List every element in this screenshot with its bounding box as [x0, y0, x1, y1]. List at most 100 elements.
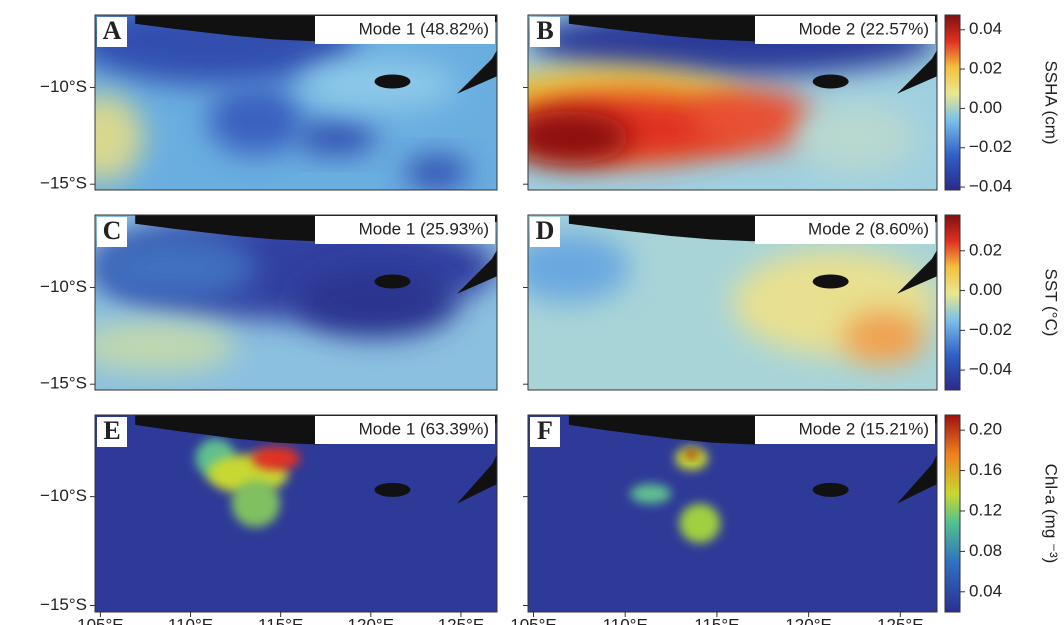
panel-letter: C [103, 216, 122, 245]
panel-title: Mode 1 (48.82%) [359, 19, 489, 38]
field-blob [251, 446, 301, 471]
frame [527, 14, 938, 191]
colorbar: 0.20 0.16 0.12 0.08 0.04 Chl-a (mg ⁻³) [944, 414, 1061, 613]
colorbar: 0.04 0.02 0.00 −0.02 −0.04 SSHA (cm) [944, 14, 1061, 196]
land [457, 250, 497, 294]
field [95, 415, 497, 612]
field-blob [793, 102, 917, 173]
lon-tick-label: 105°E [77, 615, 124, 625]
frame [527, 414, 938, 613]
colorbar-tick-label: −0.04 [969, 360, 1012, 379]
field-blob [296, 58, 457, 112]
panel-title: Mode 2 (8.60%) [808, 219, 929, 238]
field-blob [231, 480, 280, 528]
panel-letter: A [103, 16, 122, 45]
island [812, 74, 849, 89]
lon-tick-label: 125°E [877, 615, 924, 625]
lat-tick-label: −10°S [40, 486, 87, 505]
map-panel: A Mode 1 (48.82%) −10°S −15°S [40, 14, 498, 193]
lat-tick-label: −10°S [40, 277, 87, 296]
colorbar-label: Chl-a (mg ⁻³) [1042, 464, 1061, 564]
field-blob [691, 88, 815, 152]
letter-box [530, 17, 560, 47]
frame [94, 214, 498, 391]
colorbar-tick-label: 0.08 [969, 541, 1002, 560]
panel-letter: F [537, 416, 553, 445]
island [374, 482, 411, 497]
title-box [755, 216, 935, 244]
lon-tick-label: 120°E [785, 615, 832, 625]
panel-title: Mode 2 (15.21%) [799, 419, 929, 438]
map-panel: B Mode 2 (22.57%) [523, 14, 938, 191]
letter-box [530, 217, 560, 247]
colorbar-tick-label: 0.02 [969, 59, 1002, 78]
lat-tick-label: −10°S [40, 77, 87, 96]
frame [94, 14, 498, 191]
lon-tick-label: 115°E [694, 615, 739, 625]
field-background [528, 415, 937, 612]
land [457, 454, 497, 504]
field-blob [95, 232, 256, 303]
colorbar-tick-label: 0.00 [969, 98, 1002, 117]
field-background [95, 415, 497, 612]
panel-letter: E [103, 416, 120, 445]
colorbar-gradient [944, 214, 961, 391]
field-blob [95, 320, 236, 373]
colorbar-tick-label: 0.02 [969, 240, 1002, 259]
title-box [315, 216, 495, 244]
island [374, 74, 411, 89]
frame [527, 214, 938, 391]
colorbar: 0.02 0.00 −0.02 −0.04 SST (°C) [944, 214, 1061, 391]
colorbar-label: SST (°C) [1042, 269, 1061, 337]
panel-title: Mode 2 (22.57%) [799, 19, 929, 38]
colorbar-tick-label: 0.04 [969, 581, 1002, 600]
panel-title: Mode 1 (63.39%) [359, 419, 489, 438]
land [897, 250, 937, 294]
field-blob [207, 85, 305, 155]
field-blob [404, 155, 469, 190]
letter-box [97, 417, 127, 447]
island [374, 274, 411, 289]
title-box [755, 416, 935, 444]
colorbar-tick-label: 0.20 [969, 420, 1002, 439]
lon-tick-label: 125°E [438, 615, 485, 625]
colorbar-tick-label: −0.02 [969, 137, 1012, 156]
title-box [315, 16, 495, 44]
island [812, 274, 849, 289]
letter-box [97, 217, 127, 247]
map-panel: D Mode 2 (8.60%) [523, 214, 938, 391]
lat-tick-label: −15°S [40, 174, 87, 193]
field-blob [842, 311, 925, 364]
panel-title: Mode 1 (25.93%) [359, 219, 489, 238]
colorbar-gradient [944, 414, 961, 613]
field [528, 415, 937, 612]
title-box [755, 16, 935, 44]
colorbar-tick-label: −0.04 [969, 177, 1012, 196]
panel-letter: D [536, 216, 555, 245]
colorbar-tick-label: 0.00 [969, 280, 1002, 299]
land [897, 50, 937, 94]
colorbar-label: SSHA (cm) [1042, 60, 1061, 144]
lon-tick-label: 110°E [168, 615, 213, 625]
lat-tick-label: −15°S [40, 595, 87, 614]
field-blob [95, 93, 144, 182]
map-panel: F Mode 2 (15.21%) 105°E 110°E 115°E 120°E 125°… [510, 414, 938, 625]
letter-box [530, 417, 560, 447]
colorbar-tick-label: 0.16 [969, 460, 1002, 479]
island [812, 482, 849, 497]
field-blob [528, 111, 631, 164]
field-blob [679, 503, 721, 544]
panel-letter: B [536, 16, 553, 45]
colorbar-tick-label: −0.02 [969, 320, 1012, 339]
field-blob [630, 483, 672, 504]
field-blob [685, 450, 698, 459]
lon-tick-label: 110°E [603, 615, 648, 625]
land [457, 50, 497, 94]
field [95, 215, 497, 390]
land [897, 454, 937, 504]
lon-tick-label: 115°E [258, 615, 303, 625]
colorbar-gradient [944, 14, 961, 191]
lon-tick-label: 120°E [348, 615, 395, 625]
